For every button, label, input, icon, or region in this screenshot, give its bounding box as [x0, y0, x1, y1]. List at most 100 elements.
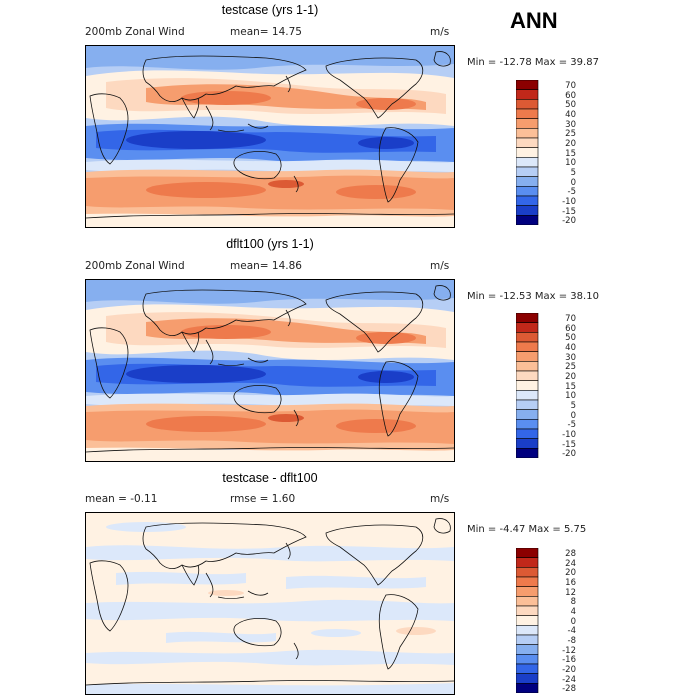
panel-2-colorbar-labels: 70 60 50 40 30 25 20 15 10 5 0 -5 -10 -15 -20: [544, 313, 584, 460]
colorbar-3-box: [516, 557, 539, 568]
colorbar-3-box: [516, 673, 539, 684]
coastline: [233, 150, 282, 180]
coastline: [89, 560, 129, 632]
panel-3-rmse: rmse = 1.60: [230, 493, 296, 505]
panel-1-minmax: Min = -12.78 Max = 39.87: [467, 57, 599, 68]
colorbar-2-box: [516, 448, 539, 458]
panel-3-colorbar: [516, 548, 539, 693]
colorbar-2-box: [516, 322, 539, 333]
colorbar-1-box: [516, 147, 539, 158]
coastline: [285, 75, 291, 93]
coastline: [433, 518, 451, 534]
colorbar-1-box: [516, 137, 539, 148]
panel-1-title: testcase (yrs 1-1): [221, 3, 319, 17]
colorbar-2-tick-label: 60: [565, 323, 576, 334]
coastline: [378, 361, 419, 437]
colorbar-1-tick-label: 10: [565, 158, 576, 169]
colorbar-1-box: [516, 89, 539, 100]
coastline: [205, 105, 269, 132]
colorbar-3-tick-label: -16: [562, 655, 576, 666]
panel-2-colorbar: [516, 313, 539, 458]
colorbar-1-box: [516, 108, 539, 119]
colorbar-1-tick-label: 0: [570, 177, 576, 188]
panel-1-colorbar: [516, 80, 539, 225]
colorbar-1-tick-label: -20: [562, 216, 576, 227]
colorbar-3-tick-label: 16: [565, 578, 576, 588]
colorbar-2-tick-label: -5: [567, 420, 576, 431]
colorbar-1-tick-label: 25: [565, 129, 576, 140]
panel-1-colorbar-labels: 70 60 50 40 30 25 20 15 10 5 0 -5 -10 -15 -20: [544, 80, 584, 227]
coastline: [433, 51, 451, 67]
coastline: [181, 331, 200, 353]
colorbar-3-box: [516, 605, 539, 616]
colorbar-1-tick-label: 30: [565, 119, 576, 130]
colorbar-1-tick-label: 60: [565, 90, 576, 101]
colorbar-3-tick-label: -24: [562, 674, 576, 685]
coastline: [142, 522, 307, 569]
panel-3-colorbar-labels: 28 24 20 16 12 8 4 0 -4 -8 -12 -16 -20 -24 -28: [544, 548, 584, 695]
colorbar-3-tick-label: -28: [562, 684, 576, 695]
panel-1-map: [85, 45, 455, 228]
colorbar-3-box: [516, 567, 539, 578]
colorbar-3-tick-label: 20: [565, 568, 576, 579]
colorbar-2-tick-label: 15: [565, 381, 576, 392]
coastline: [89, 327, 129, 399]
panel-2-field: 200mb Zonal Wind: [85, 260, 185, 272]
colorbar-2-box: [516, 409, 539, 420]
colorbar-3-tick-label: -12: [562, 645, 576, 656]
colorbar-1-box: [516, 205, 539, 216]
coastline: [325, 524, 424, 586]
panel-1-units: m/s: [430, 26, 450, 38]
colorbar-3-tick-label: 24: [565, 558, 576, 569]
colorbar-1-box: [516, 157, 539, 168]
colorbar-1-box: [516, 215, 539, 225]
coastline: [86, 680, 454, 686]
colorbar-2-box: [516, 361, 539, 372]
colorbar-3-tick-label: 28: [565, 549, 576, 559]
colorbar-1-box: [516, 99, 539, 110]
panel-3-minmax: Min = -4.47 Max = 5.75: [467, 524, 587, 535]
colorbar-3-box: [516, 548, 539, 558]
colorbar-1-box: [516, 176, 539, 187]
colorbar-1-tick-label: -15: [562, 206, 576, 217]
colorbar-2-box: [516, 332, 539, 343]
coastline: [233, 617, 282, 647]
coastline: [433, 285, 451, 301]
panel-2-map: [85, 279, 455, 462]
colorbar-3-tick-label: -20: [562, 665, 576, 675]
colorbar-2-tick-label: -20: [562, 449, 576, 460]
coastline: [86, 213, 454, 219]
colorbar-3-box: [516, 625, 539, 636]
coastline: [205, 572, 269, 599]
colorbar-2-tick-label: 50: [565, 333, 576, 344]
coastline: [293, 642, 299, 660]
coastline: [325, 291, 424, 353]
coastline: [86, 447, 454, 453]
coastline: [142, 289, 307, 336]
colorbar-2-tick-label: 40: [565, 343, 576, 353]
panel-3-map: [85, 512, 455, 695]
colorbar-1-box: [516, 166, 539, 177]
colorbar-1-tick-label: -10: [562, 197, 576, 207]
colorbar-3-box: [516, 596, 539, 607]
colorbar-2-box: [516, 370, 539, 381]
colorbar-1-box: [516, 118, 539, 129]
colorbar-1-box: [516, 80, 539, 90]
coastline: [378, 594, 419, 670]
colorbar-3-box: [516, 576, 539, 587]
colorbar-1-tick-label: 40: [565, 110, 576, 120]
colorbar-1-box: [516, 128, 539, 139]
colorbar-1-tick-label: 20: [565, 139, 576, 149]
colorbar-2-box: [516, 390, 539, 401]
colorbar-2-tick-label: 25: [565, 362, 576, 373]
panel-2-minmax: Min = -12.53 Max = 38.10: [467, 291, 599, 302]
coastline: [233, 384, 282, 414]
coastline: [142, 55, 307, 102]
panel-3-mean: mean = -0.11: [85, 493, 158, 505]
colorbar-3-box: [516, 683, 539, 693]
colorbar-2-tick-label: 10: [565, 391, 576, 402]
coastline: [293, 175, 299, 193]
coastline: [285, 309, 291, 327]
colorbar-2-tick-label: 20: [565, 372, 576, 382]
colorbar-3-box: [516, 634, 539, 645]
